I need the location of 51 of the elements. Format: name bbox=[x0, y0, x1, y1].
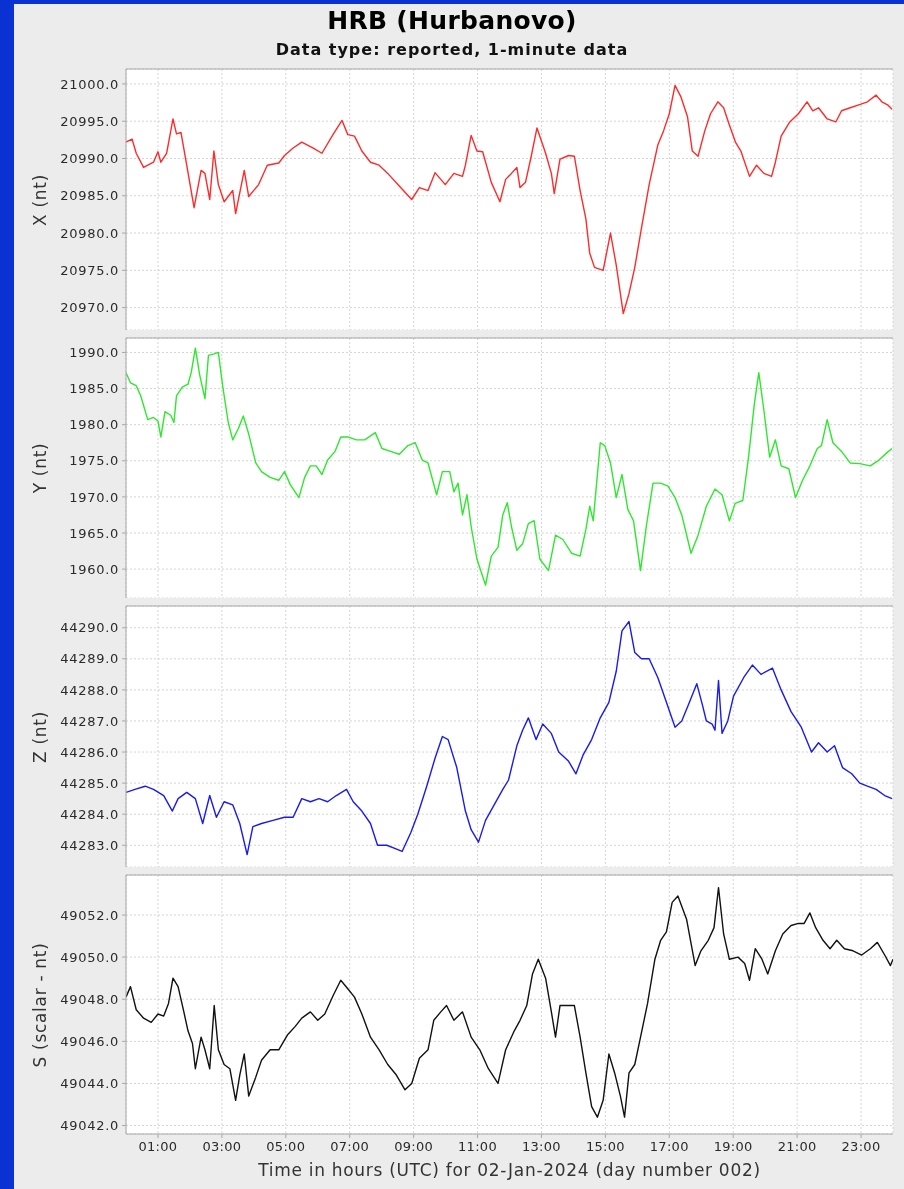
y-tick-label: 20975.0 bbox=[60, 262, 119, 278]
y-tick-label: 44287.0 bbox=[60, 713, 119, 729]
y-tick-label: 49044.0 bbox=[60, 1076, 119, 1092]
line-series bbox=[126, 347, 893, 586]
y-tick-label: 44288.0 bbox=[60, 682, 119, 698]
y-axis-title: S (scalar - nt) bbox=[30, 941, 50, 1068]
y-axis-title: Z (nt) bbox=[30, 710, 50, 763]
line-series bbox=[126, 886, 893, 1118]
y-tick-label: 1965.0 bbox=[69, 525, 119, 541]
y-tick-label: 21000.0 bbox=[60, 76, 119, 92]
y-tick-label: 20970.0 bbox=[60, 300, 119, 316]
y-tick-label: 44289.0 bbox=[60, 651, 119, 667]
x-tick-label: 15:00 bbox=[585, 1139, 625, 1155]
chart-title: HRB (Hurbanovo) bbox=[326, 6, 578, 36]
y-tick-label: 1960.0 bbox=[69, 561, 119, 577]
y-tick-label: 1985.0 bbox=[69, 381, 119, 397]
y-tick-label: 1980.0 bbox=[69, 417, 119, 433]
x-tick-label: 09:00 bbox=[394, 1139, 434, 1155]
y-tick-label: 49048.0 bbox=[60, 991, 119, 1007]
x-tick-label: 01:00 bbox=[138, 1139, 178, 1155]
x-tick-label: 05:00 bbox=[266, 1139, 306, 1155]
y-tick-label: 44284.0 bbox=[60, 806, 119, 822]
line-series bbox=[126, 620, 893, 856]
y-tick-label: 1975.0 bbox=[69, 453, 119, 469]
y-tick-label: 20995.0 bbox=[60, 113, 119, 129]
chart-subtitle: Data type: reported, 1-minute data bbox=[274, 39, 630, 61]
y-axis-title: Y (nt) bbox=[30, 442, 50, 494]
x-axis-title: Time in hours (UTC) for 02-Jan-2024 (day number 002) bbox=[257, 1159, 762, 1181]
y-tick-label: 49042.0 bbox=[60, 1118, 119, 1134]
x-tick-label: 23:00 bbox=[841, 1139, 881, 1155]
x-tick-label: 19:00 bbox=[713, 1139, 753, 1155]
y-tick-label: 44286.0 bbox=[60, 744, 119, 760]
y-tick-label: 20985.0 bbox=[60, 188, 119, 204]
x-tick-label: 11:00 bbox=[458, 1139, 498, 1155]
y-tick-label: 20980.0 bbox=[60, 225, 119, 241]
y-tick-label: 49046.0 bbox=[60, 1033, 119, 1049]
x-tick-label: 03:00 bbox=[202, 1139, 242, 1155]
y-tick-label: 49052.0 bbox=[60, 907, 119, 923]
y-axis-title: X (nt) bbox=[30, 173, 50, 226]
x-tick-label: 13:00 bbox=[521, 1139, 561, 1155]
y-tick-label: 44285.0 bbox=[60, 775, 119, 791]
x-tick-label: 17:00 bbox=[649, 1139, 689, 1155]
y-tick-label: 49050.0 bbox=[60, 949, 119, 965]
line-series bbox=[126, 84, 893, 315]
x-tick-label: 21:00 bbox=[777, 1139, 817, 1155]
y-tick-label: 1990.0 bbox=[69, 345, 119, 361]
y-tick-label: 20990.0 bbox=[60, 151, 119, 167]
y-tick-label: 44290.0 bbox=[60, 620, 119, 636]
x-tick-label: 07:00 bbox=[330, 1139, 370, 1155]
y-tick-label: 1970.0 bbox=[69, 489, 119, 505]
y-tick-label: 44283.0 bbox=[60, 837, 119, 853]
